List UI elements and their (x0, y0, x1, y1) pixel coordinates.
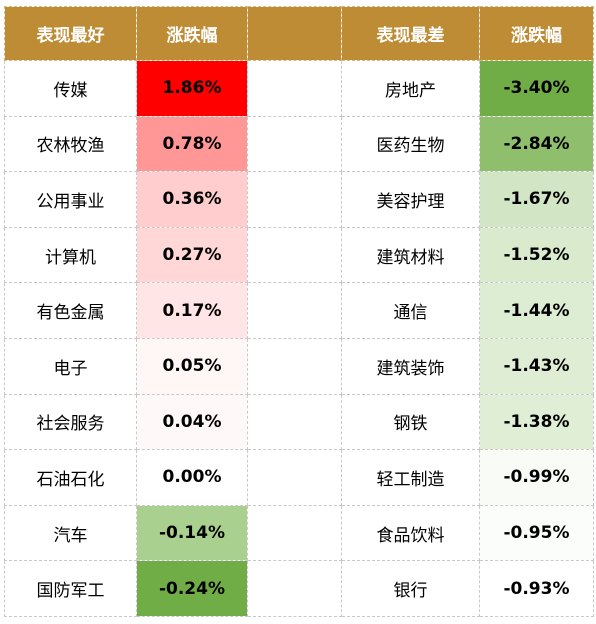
worst-sector-name: 轻工制造 (341, 449, 480, 506)
header-row: 表现最好 涨跌幅 表现最差 涨跌幅 (4, 6, 594, 61)
table-row: 计算机 0.27% 建筑材料 -1.52% (4, 226, 594, 284)
worst-sector-change: -3.40% (479, 60, 594, 117)
worst-performers-header: 表现最差 (341, 6, 480, 61)
spacer-cell (247, 171, 342, 228)
spacer-cell (247, 504, 342, 562)
best-sector-change: 0.78% (136, 115, 248, 173)
worst-sector-name: 美容护理 (341, 171, 480, 228)
best-sector-change: -0.24% (136, 560, 248, 617)
table-row: 有色金属 0.17% 通信 -1.44% (4, 282, 594, 339)
best-sector-change: 0.36% (136, 171, 248, 228)
worst-change-header: 涨跌幅 (479, 6, 594, 61)
spacer-cell (247, 226, 342, 284)
best-sector-name: 农林牧渔 (4, 115, 137, 173)
best-sector-change: 0.27% (136, 226, 248, 284)
spacer-cell (247, 282, 342, 339)
worst-sector-change: -0.93% (479, 560, 594, 617)
worst-sector-name: 房地产 (341, 60, 480, 117)
worst-sector-change: -1.52% (479, 226, 594, 284)
spacer-cell (247, 115, 342, 173)
spacer-cell (247, 393, 342, 451)
table-row: 农林牧渔 0.78% 医药生物 -2.84% (4, 115, 594, 173)
table-row: 汽车 -0.14% 食品饮料 -0.95% (4, 504, 594, 562)
spacer-cell (247, 337, 342, 395)
best-change-header: 涨跌幅 (136, 6, 248, 61)
table-row: 国防军工 -0.24% 银行 -0.93% (4, 560, 594, 617)
best-sector-name: 传媒 (4, 60, 137, 117)
table-row: 电子 0.05% 建筑装饰 -1.43% (4, 337, 594, 395)
best-sector-change: 1.86% (136, 60, 248, 117)
spacer-cell (247, 60, 342, 117)
best-sector-name: 有色金属 (4, 282, 137, 339)
worst-sector-name: 钢铁 (341, 393, 480, 451)
worst-sector-change: -1.43% (479, 337, 594, 395)
worst-sector-change: -2.84% (479, 115, 594, 173)
table-row: 石油石化 0.00% 轻工制造 -0.99% (4, 449, 594, 506)
worst-sector-change: -1.44% (479, 282, 594, 339)
table-header: 表现最好 涨跌幅 表现最差 涨跌幅 (4, 6, 594, 61)
best-sector-name: 计算机 (4, 226, 137, 284)
best-sector-name: 社会服务 (4, 393, 137, 451)
best-sector-change: -0.14% (136, 504, 248, 562)
worst-sector-name: 通信 (341, 282, 480, 339)
worst-sector-change: -0.95% (479, 504, 594, 562)
worst-sector-change: -0.99% (479, 449, 594, 506)
spacer-cell (247, 560, 342, 617)
spacer-header (247, 6, 342, 61)
worst-sector-change: -1.67% (479, 171, 594, 228)
worst-sector-name: 建筑材料 (341, 226, 480, 284)
worst-sector-name: 建筑装饰 (341, 337, 480, 395)
sector-performance-table: 表现最好 涨跌幅 表现最差 涨跌幅 传媒 1.86% 房地产 -3.40% 农林牧渔 0.… (4, 6, 594, 617)
table-row: 社会服务 0.04% 钢铁 -1.38% (4, 393, 594, 451)
worst-sector-change: -1.38% (479, 393, 594, 451)
best-sector-name: 公用事业 (4, 171, 137, 228)
best-performers-header: 表现最好 (4, 6, 137, 61)
worst-sector-name: 银行 (341, 560, 480, 617)
worst-sector-name: 食品饮料 (341, 504, 480, 562)
best-sector-name: 汽车 (4, 504, 137, 562)
best-sector-change: 0.00% (136, 449, 248, 506)
table-row: 传媒 1.86% 房地产 -3.40% (4, 60, 594, 117)
best-sector-change: 0.17% (136, 282, 248, 339)
best-sector-change: 0.04% (136, 393, 248, 451)
spacer-cell (247, 449, 342, 506)
best-sector-name: 电子 (4, 337, 137, 395)
worst-sector-name: 医药生物 (341, 115, 480, 173)
best-sector-name: 石油石化 (4, 449, 137, 506)
best-sector-change: 0.05% (136, 337, 248, 395)
table-body: 传媒 1.86% 房地产 -3.40% 农林牧渔 0.78% 医药生物 -2.84% 公用事业 0… (4, 60, 594, 617)
table-row: 公用事业 0.36% 美容护理 -1.67% (4, 171, 594, 228)
best-sector-name: 国防军工 (4, 560, 137, 617)
